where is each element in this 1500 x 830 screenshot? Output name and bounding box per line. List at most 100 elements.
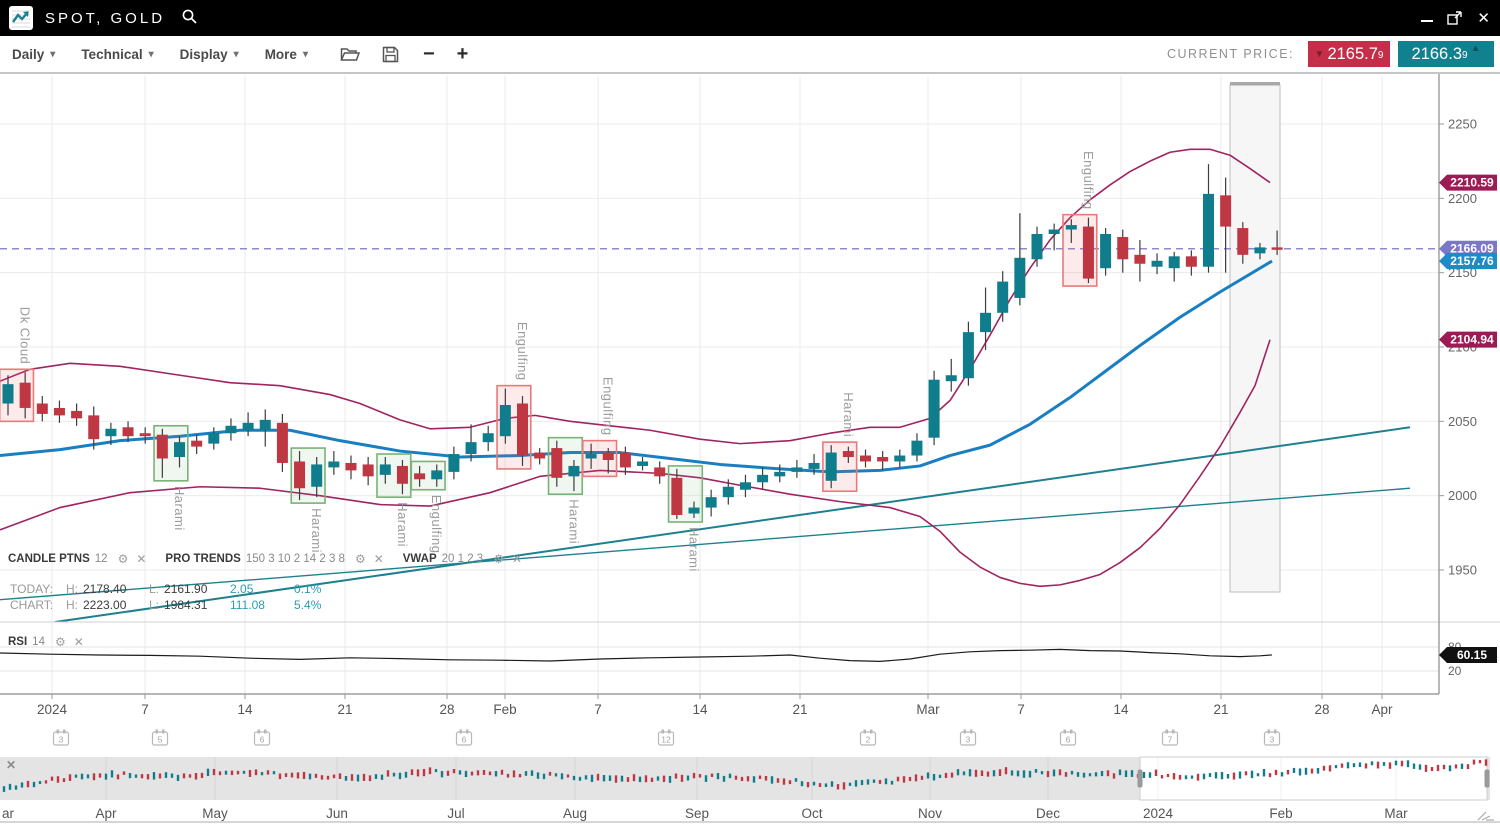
candle xyxy=(585,454,597,459)
calendar-icon[interactable]: 3 xyxy=(1263,729,1281,746)
close-icon[interactable]: ✕ xyxy=(509,552,525,566)
candle xyxy=(191,440,203,447)
calendar-icon[interactable]: 7 xyxy=(1161,729,1179,746)
search-icon[interactable] xyxy=(179,6,200,30)
chevron-down-icon: ▾ xyxy=(233,48,239,60)
current-price-label: CURRENT PRICE: xyxy=(1166,47,1294,61)
candles xyxy=(2,164,1283,520)
vwap-line xyxy=(54,426,1411,622)
svg-text:2104.94: 2104.94 xyxy=(1450,333,1494,347)
x-axis-label: 7 xyxy=(141,702,149,717)
candle xyxy=(156,434,168,459)
stats-today-row: TODAY: H: 2178.40 L: 2161.90 2.05 0.1% xyxy=(10,582,322,596)
x-axis-label: Mar xyxy=(916,702,940,717)
candle xyxy=(294,461,306,489)
more-menu[interactable]: More ▾ xyxy=(265,43,308,66)
rsi-line xyxy=(0,648,1273,662)
candle xyxy=(825,452,837,481)
legend-pro-trends: PRO TRENDS 150 3 10 2 14 2 3 8 ⚙ ✕ xyxy=(165,552,388,566)
candle xyxy=(122,427,134,437)
svg-text:5: 5 xyxy=(158,735,163,745)
zoom-in-button[interactable]: + xyxy=(449,44,477,64)
pattern-label: Engulfing xyxy=(515,322,530,381)
navigator-month-label: Jul xyxy=(447,806,464,821)
popout-button[interactable] xyxy=(1447,11,1463,25)
navigator-month-label: Dec xyxy=(1036,806,1060,821)
svg-text:6: 6 xyxy=(1066,735,1071,745)
svg-text:6: 6 xyxy=(260,735,265,745)
price-badge: 2166.09 xyxy=(1439,240,1497,257)
x-axis-label: 14 xyxy=(692,702,708,717)
price-chart[interactable]: Dk Cloud Harami Harami Harami Engulfing Engul… xyxy=(0,74,1500,830)
zoom-out-button[interactable]: − xyxy=(415,44,443,64)
candle xyxy=(722,486,734,498)
pattern-box xyxy=(822,441,858,493)
app-logo xyxy=(9,6,33,30)
svg-text:6: 6 xyxy=(462,735,467,745)
window-title: SPOT, GOLD xyxy=(45,9,166,27)
candle xyxy=(1168,256,1180,269)
candle xyxy=(362,464,374,477)
candle xyxy=(619,452,631,468)
indicator-legend: CANDLE PTNS 12 ⚙ ✕ PRO TRENDS 150 3 10 2… xyxy=(8,552,541,566)
calendar-icon[interactable]: 6 xyxy=(253,729,271,746)
candle xyxy=(945,375,957,382)
close-button[interactable]: ✕ xyxy=(1477,9,1490,27)
legend-vwap: VWAP 20 1 2 3 ⚙ ✕ xyxy=(403,552,527,566)
calendar-icon[interactable]: 5 xyxy=(151,729,169,746)
candle xyxy=(379,464,391,475)
close-icon[interactable]: ✕ xyxy=(371,552,387,566)
close-icon[interactable]: ✕ xyxy=(133,552,149,566)
calendar-icon[interactable]: 3 xyxy=(52,729,70,746)
candle xyxy=(1220,195,1232,227)
gear-icon[interactable]: ⚙ xyxy=(352,552,369,566)
price-axis-label: 1950 xyxy=(1448,563,1477,578)
candle xyxy=(1185,256,1197,267)
x-axis-labels: 2024 7 14 21 28 Feb 7 14 21 Mar 7 14 21 28 Apr xyxy=(37,694,1393,717)
navigator-handle[interactable] xyxy=(1137,769,1143,788)
candle xyxy=(962,332,974,379)
calendar-icon[interactable]: 12 xyxy=(657,729,675,746)
navigator-close-icon[interactable]: ✕ xyxy=(6,758,16,772)
pattern-label: Harami xyxy=(841,392,856,437)
open-folder-icon[interactable] xyxy=(334,44,366,64)
resize-grip[interactable] xyxy=(1477,811,1494,821)
candle xyxy=(568,465,580,477)
candle xyxy=(396,465,408,484)
candle xyxy=(551,448,563,478)
candle xyxy=(2,384,14,404)
candle xyxy=(328,461,340,468)
gear-icon[interactable]: ⚙ xyxy=(52,635,69,649)
calendar-icon[interactable]: 2 xyxy=(859,729,877,746)
calendar-icon[interactable]: 6 xyxy=(455,729,473,746)
calendar-icon[interactable]: 6 xyxy=(1059,729,1077,746)
price-axis-label: 2200 xyxy=(1448,191,1477,206)
technical-menu[interactable]: Technical ▾ xyxy=(81,43,153,66)
navigator[interactable]: ✕ ar Apr May Jun Jul Aug Sep Oct Nov Dec 2024 Feb Mar xyxy=(0,756,1490,821)
x-axis-label: 2024 xyxy=(37,702,68,717)
save-icon[interactable] xyxy=(376,44,405,65)
candle xyxy=(1100,234,1112,269)
candle xyxy=(705,497,717,508)
candle xyxy=(105,428,117,437)
price-axis: 22502200215021002050200019508020 xyxy=(1439,117,1477,678)
candle xyxy=(980,312,992,333)
svg-text:2157.76: 2157.76 xyxy=(1450,254,1494,268)
candle xyxy=(465,442,477,455)
candle xyxy=(1254,247,1266,254)
gear-icon[interactable]: ⚙ xyxy=(490,552,507,566)
navigator-month-label: Sep xyxy=(685,806,709,821)
gear-icon[interactable]: ⚙ xyxy=(115,552,132,566)
pattern-label: Harami xyxy=(172,486,187,531)
candle xyxy=(448,454,460,472)
candle xyxy=(739,482,751,490)
vwap-line xyxy=(0,487,1411,601)
price-axis-label: 2250 xyxy=(1448,117,1477,132)
navigator-handle[interactable] xyxy=(1484,769,1490,788)
display-menu[interactable]: Display ▾ xyxy=(180,43,239,66)
interval-menu[interactable]: Daily ▾ xyxy=(12,43,55,66)
calendar-icon[interactable]: 3 xyxy=(959,729,977,746)
candle xyxy=(482,433,494,443)
close-icon[interactable]: ✕ xyxy=(71,635,87,649)
candle xyxy=(1237,228,1249,255)
